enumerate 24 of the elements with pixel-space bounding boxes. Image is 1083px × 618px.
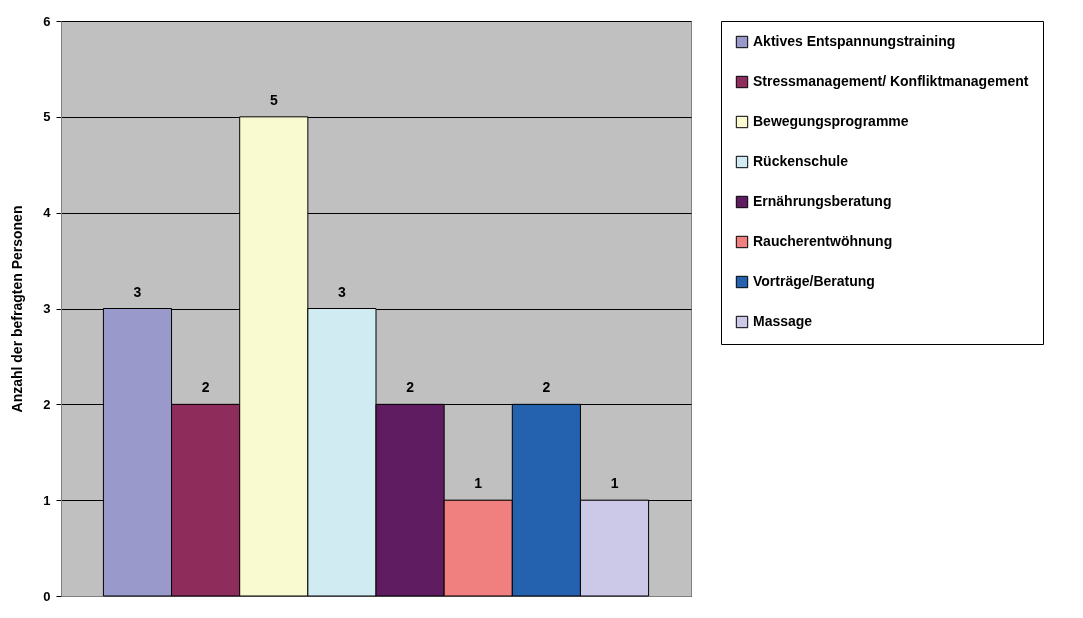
legend-label: Aktives Entspannungstraining	[753, 33, 956, 49]
data-label: 2	[201, 379, 210, 396]
y-tick-label: 3	[43, 301, 51, 316]
data-label: 3	[133, 283, 142, 300]
legend-label: Massage	[753, 313, 813, 329]
data-label: 2	[406, 379, 415, 396]
y-tick-label: 4	[43, 205, 52, 221]
legend-label: Raucherentwöhnung	[753, 233, 893, 249]
y-tick-label: 1	[43, 492, 51, 508]
legend-label: Ernährungsberatung	[753, 193, 892, 209]
data-label: 5	[269, 91, 278, 108]
legend-label: Vorträge/Beratung	[753, 273, 875, 289]
data-label: 3	[338, 283, 347, 300]
y-tick-label: 2	[43, 396, 51, 412]
y-axis-title: Anzahl der befragten Personen	[9, 205, 26, 413]
legend-label: Rückenschule	[753, 153, 849, 169]
y-tick-label: 6	[43, 13, 51, 29]
y-tick-label: 0	[43, 588, 51, 604]
data-label: 1	[610, 475, 619, 492]
legend-label: Bewegungsprogramme	[753, 113, 909, 129]
data-label: 2	[542, 379, 551, 396]
legend-label: Stressmanagement/ Konfliktmanagement	[753, 73, 1029, 89]
data-label: 1	[474, 475, 483, 492]
y-tick-label: 5	[43, 109, 51, 125]
